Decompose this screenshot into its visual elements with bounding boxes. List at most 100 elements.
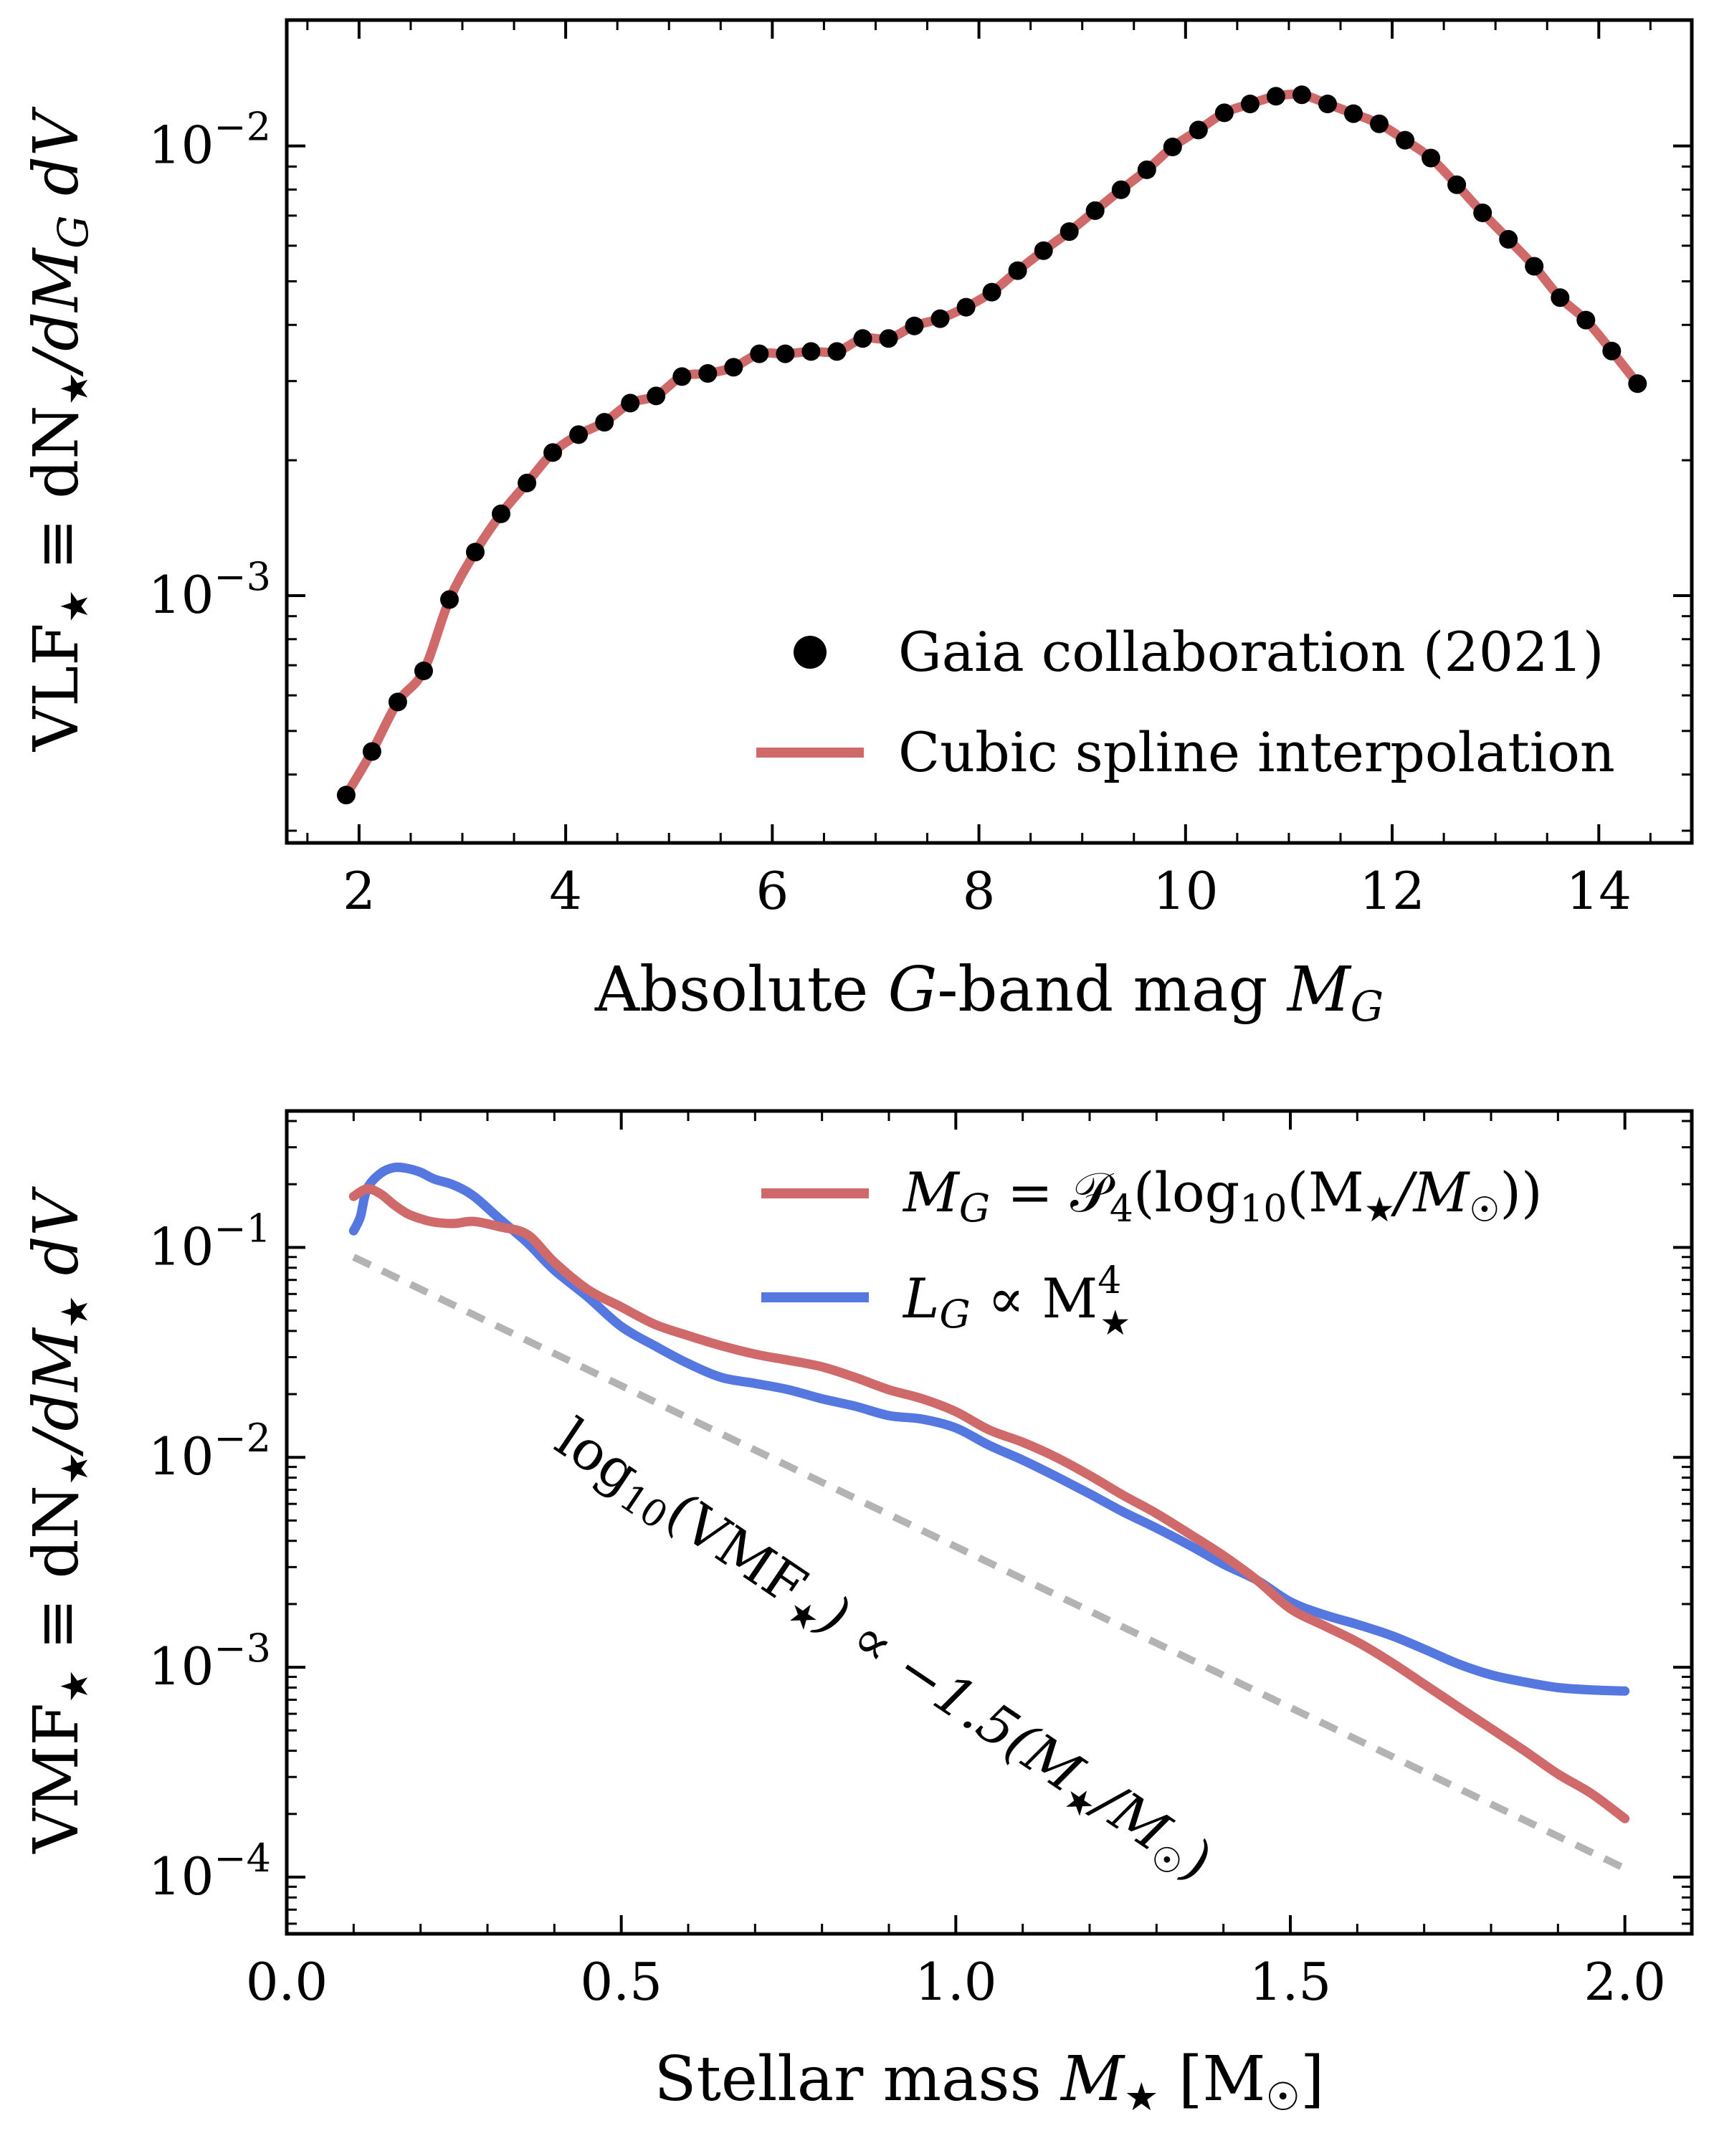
gaia-data-point <box>1525 257 1544 276</box>
y-tick-label: 10−2 <box>148 105 271 176</box>
y-tick-exponent: −2 <box>214 1416 271 1461</box>
gaia-data-point <box>750 344 769 363</box>
gaia-data-point <box>1060 222 1079 242</box>
gaia-data-point <box>595 413 614 432</box>
gaia-data-point <box>1240 95 1260 113</box>
gaia-data-point <box>466 543 485 562</box>
top-y-axis-label: VLF★ ≡ dN★/dMG dV <box>21 106 97 752</box>
gaia-data-point <box>1008 261 1027 280</box>
legend-label-poly: MG = 𝒫4(log10(M★/M☉)) <box>902 1160 1543 1231</box>
bottom-axis-ticks: 0.0 0.5 1.0 1.5 2.0 10−1 10−2 10−3 10−4 <box>148 1111 1693 2012</box>
top-plot-area <box>336 85 1647 805</box>
gaia-data-point <box>801 342 821 361</box>
gaia-data-point <box>1266 87 1285 106</box>
gaia-data-point <box>1214 103 1234 123</box>
gaia-data-point <box>1422 148 1441 168</box>
bottom-x-axis-label: Stellar mass M★ [M☉] <box>654 2043 1325 2119</box>
gaia-data-point <box>1085 201 1105 220</box>
gaia-data-point <box>879 329 898 348</box>
y-tick-exponent: −4 <box>214 1836 271 1881</box>
gaia-data-point <box>1163 138 1182 156</box>
gaia-data-point <box>1137 160 1156 179</box>
gaia-data-point <box>388 692 407 712</box>
gaia-data-point <box>569 425 589 444</box>
gaia-data-point <box>647 386 666 406</box>
gaia-data-point <box>672 367 692 386</box>
x-tick-label: 4 <box>549 861 582 921</box>
gaia-data-point <box>1189 120 1208 140</box>
x-tick-label: 0.0 <box>246 1952 328 2012</box>
gaia-data-point <box>1447 175 1467 194</box>
y-tick-exponent: −3 <box>214 1626 271 1671</box>
gaia-data-point <box>776 344 795 363</box>
gaia-data-point <box>1499 229 1518 249</box>
gaia-data-point <box>724 358 743 377</box>
gaia-data-point <box>1628 374 1647 393</box>
bottom-panel: 0.0 0.5 1.0 1.5 2.0 10−1 10−2 10−3 10−4 MG = 𝒫4(… <box>21 1109 1694 2119</box>
gaia-data-point <box>1034 241 1053 260</box>
gaia-data-point <box>1344 104 1363 123</box>
y-tick-label: 10−3 <box>148 1626 271 1697</box>
top-legend: Gaia collaboration (2021) Cubic spline i… <box>756 620 1615 784</box>
polynomial-line <box>348 1184 1630 1823</box>
gaia-data-point <box>1292 85 1311 105</box>
gaia-data-point <box>905 316 924 335</box>
gaia-data-point <box>1370 114 1389 133</box>
top-x-axis-label: Absolute G-band mag MG <box>594 954 1384 1031</box>
gaia-data-point <box>1473 204 1492 222</box>
top-panel: 2 4 6 8 10 12 14 10−2 10−3 Gaia collaboration (2… <box>21 18 1694 1031</box>
gaia-data-point <box>1318 95 1337 113</box>
gaia-data-point <box>1396 130 1415 150</box>
x-tick-label: 10 <box>1153 861 1219 921</box>
gaia-data-point <box>518 473 537 492</box>
y-tick-label: 10−1 <box>148 1206 271 1277</box>
x-tick-label: 2.0 <box>1584 1952 1666 2012</box>
y-tick-label: 10−4 <box>148 1836 271 1907</box>
legend-label-gaia: Gaia collaboration (2021) <box>898 620 1604 684</box>
top-axis-ticks: 2 4 6 8 10 12 14 10−2 10−3 <box>148 20 1692 921</box>
gaia-data-point <box>1602 341 1622 361</box>
gaia-data-point <box>956 297 976 317</box>
x-tick-label: 14 <box>1566 861 1632 921</box>
gaia-data-point <box>492 504 510 523</box>
slope-annotation: log10(VMF★) ∝ −1.5(M★/M☉) <box>541 1406 1224 1898</box>
bottom-legend: MG = 𝒫4(log10(M★/M☉)) LG ∝ M4 ★ <box>761 1160 1543 1343</box>
y-tick-exponent: −3 <box>214 554 271 599</box>
gaia-data-point <box>543 443 563 462</box>
gaia-data-point <box>621 393 640 413</box>
x-tick-label: 2 <box>343 861 376 921</box>
x-tick-label: 1.0 <box>915 1952 997 2012</box>
bottom-axes-frame <box>285 1109 1694 1936</box>
gaia-data-point <box>827 342 847 361</box>
bottom-plot-area <box>348 1163 1630 1872</box>
gaia-data-point <box>853 329 872 348</box>
x-tick-label: 6 <box>756 861 789 921</box>
legend-dot-marker <box>794 636 827 669</box>
spline-line <box>341 89 1642 800</box>
gaia-data-point <box>930 309 950 328</box>
slope-guide-line <box>352 1254 1627 1872</box>
y-tick-label: 10−3 <box>148 554 271 625</box>
gaia-data-point <box>698 364 718 383</box>
gaia-data-point <box>1551 288 1570 307</box>
bottom-y-axis-label: VMF★ ≡ dN★/dM★ dV <box>21 1186 97 1854</box>
gaia-data-point <box>362 742 381 761</box>
y-tick-label: 10−2 <box>148 1416 271 1487</box>
x-tick-label: 1.5 <box>1249 1952 1332 2012</box>
y-tick-exponent: −1 <box>214 1206 271 1251</box>
power-law-line <box>348 1163 1630 1696</box>
legend-label-spline: Cubic spline interpolation <box>898 720 1615 784</box>
top-axes-frame <box>285 18 1694 845</box>
legend-label-power: LG ∝ M4 ★ <box>902 1259 1130 1343</box>
gaia-data-point <box>336 786 356 805</box>
gaia-data-point <box>1576 310 1596 330</box>
x-tick-label: 8 <box>963 861 996 921</box>
x-tick-label: 0.5 <box>580 1952 662 2012</box>
gaia-data-point <box>1111 180 1130 199</box>
gaia-data-point <box>982 282 1001 302</box>
gaia-data-point <box>414 662 433 680</box>
x-tick-label: 12 <box>1359 861 1425 921</box>
y-tick-exponent: −2 <box>214 105 271 150</box>
gaia-data-point <box>440 590 459 609</box>
